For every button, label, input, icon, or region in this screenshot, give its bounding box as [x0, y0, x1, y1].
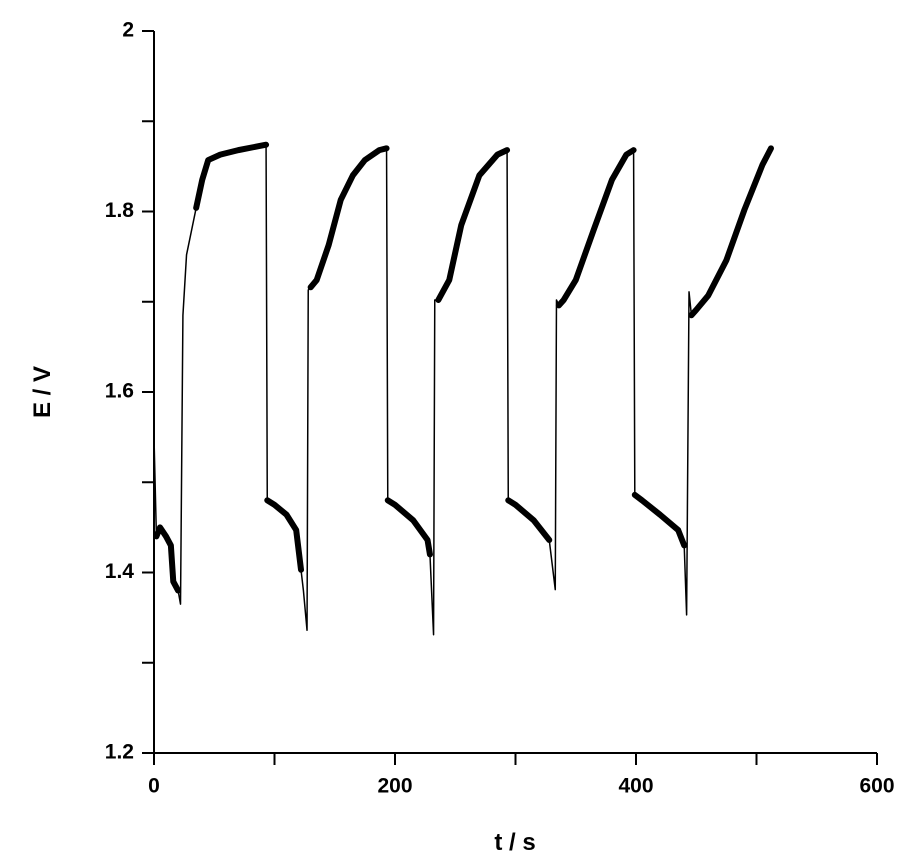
x-tick-label: 400 [618, 775, 653, 798]
data-line [193, 141, 270, 211]
y-tick-label: 1.2 [105, 741, 134, 764]
y-tick-label: 1.8 [105, 199, 135, 222]
data-line [307, 145, 390, 291]
y-axis-label: E / V [29, 366, 56, 418]
data-line [384, 497, 433, 558]
y-tick-label: 1.4 [105, 560, 135, 583]
data-line [688, 145, 774, 319]
data-line [435, 147, 511, 303]
x-axis-label: t / s [494, 829, 535, 856]
data-line [631, 491, 688, 549]
x-tick-label: 0 [148, 775, 160, 798]
y-tick-label: 2 [122, 19, 134, 42]
data-line [153, 524, 182, 594]
y-tick-label: 1.6 [105, 380, 134, 403]
x-tick-label: 600 [859, 775, 894, 798]
data-line [555, 147, 637, 309]
x-tick-label: 200 [377, 775, 412, 798]
data-line [505, 497, 553, 544]
data-line [264, 497, 305, 573]
